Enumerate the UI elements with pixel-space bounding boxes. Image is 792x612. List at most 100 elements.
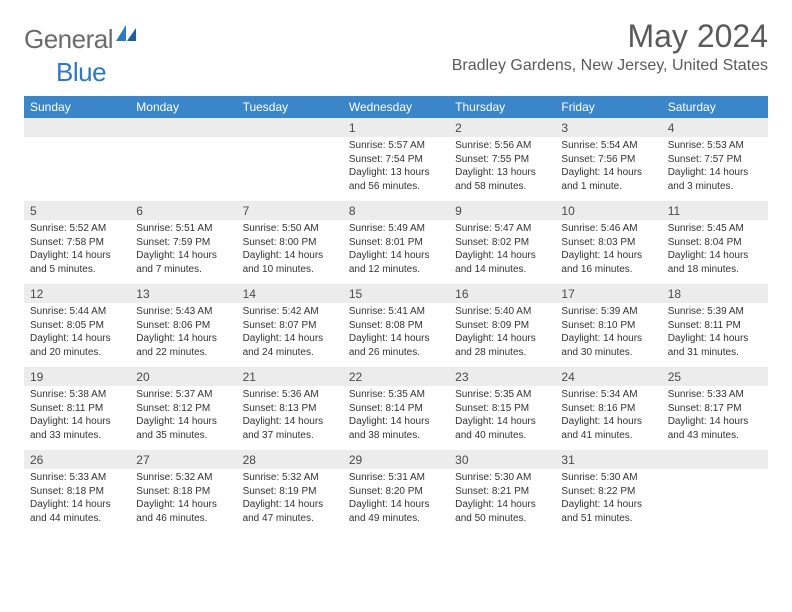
day-of-week-cell: Saturday [662, 96, 768, 118]
day-body-cell: Sunrise: 5:47 AMSunset: 8:02 PMDaylight:… [449, 220, 555, 284]
day-number-cell [130, 118, 236, 137]
day-number-cell: 30 [449, 450, 555, 469]
sunset-line: Sunset: 8:05 PM [30, 319, 124, 333]
daylight-line: Daylight: 14 hours and 1 minute. [561, 166, 655, 193]
day-body-cell: Sunrise: 5:46 AMSunset: 8:03 PMDaylight:… [555, 220, 661, 284]
weeks-container: 1234Sunrise: 5:57 AMSunset: 7:54 PMDayli… [24, 118, 768, 533]
sunset-line: Sunset: 7:59 PM [136, 236, 230, 250]
sunrise-line: Sunrise: 5:41 AM [349, 305, 443, 319]
day-number-cell: 10 [555, 201, 661, 220]
daylight-line: Daylight: 14 hours and 30 minutes. [561, 332, 655, 359]
day-body-cell: Sunrise: 5:40 AMSunset: 8:09 PMDaylight:… [449, 303, 555, 367]
day-number-cell: 13 [130, 284, 236, 303]
week-body-row: Sunrise: 5:44 AMSunset: 8:05 PM Daylight:… [24, 303, 768, 367]
week-daynum-row: 567891011 [24, 201, 768, 220]
week-body-row: Sunrise: 5:52 AMSunset: 7:58 PM Daylight:… [24, 220, 768, 284]
daylight-line: Daylight: 14 hours and 16 minutes. [561, 249, 655, 276]
sunrise-line: Sunrise: 5:31 AM [349, 471, 443, 485]
day-body-cell: Sunrise: 5:42 AMSunset: 8:07 PMDaylight:… [237, 303, 343, 367]
sunrise-line: Sunrise: 5:32 AM [136, 471, 230, 485]
sunrise-line: Sunrise: 5:32 AM [243, 471, 337, 485]
day-body-cell: Sunrise: 5:51 AMSunset: 7:59 PMDaylight:… [130, 220, 236, 284]
day-body-cell: Sunrise: 5:49 AMSunset: 8:01 PMDaylight:… [343, 220, 449, 284]
sunrise-line: Sunrise: 5:34 AM [561, 388, 655, 402]
sunset-line: Sunset: 7:58 PM [30, 236, 124, 250]
day-number-cell: 6 [130, 201, 236, 220]
day-number-cell: 28 [237, 450, 343, 469]
sunset-line: Sunset: 8:01 PM [349, 236, 443, 250]
day-body-cell: Sunrise: 5:30 AMSunset: 8:21 PMDaylight:… [449, 469, 555, 533]
sunrise-line: Sunrise: 5:44 AM [30, 305, 124, 319]
sunrise-line: Sunrise: 5:42 AM [243, 305, 337, 319]
sunset-line: Sunset: 8:20 PM [349, 485, 443, 499]
day-number-cell: 11 [662, 201, 768, 220]
sunset-line: Sunset: 8:00 PM [243, 236, 337, 250]
day-body-cell: Sunrise: 5:54 AMSunset: 7:56 PMDaylight:… [555, 137, 661, 201]
sunset-line: Sunset: 8:12 PM [136, 402, 230, 416]
day-body-cell: Sunrise: 5:41 AMSunset: 8:08 PMDaylight:… [343, 303, 449, 367]
sunset-line: Sunset: 8:14 PM [349, 402, 443, 416]
day-of-week-cell: Sunday [24, 96, 130, 118]
day-number-cell: 5 [24, 201, 130, 220]
day-body-cell: Sunrise: 5:53 AMSunset: 7:57 PMDaylight:… [662, 137, 768, 201]
sunrise-line: Sunrise: 5:56 AM [455, 139, 549, 153]
day-body-cell: Sunrise: 5:52 AMSunset: 7:58 PMDaylight:… [24, 220, 130, 284]
day-body-cell: Sunrise: 5:45 AMSunset: 8:04 PMDaylight:… [662, 220, 768, 284]
day-number-cell: 2 [449, 118, 555, 137]
day-body-cell: Sunrise: 5:38 AMSunset: 8:11 PMDaylight:… [24, 386, 130, 450]
title-block: May 2024 Bradley Gardens, New Jersey, Un… [452, 18, 768, 75]
sunrise-line: Sunrise: 5:38 AM [30, 388, 124, 402]
day-of-week-cell: Wednesday [343, 96, 449, 118]
day-number-cell: 21 [237, 367, 343, 386]
daylight-line: Daylight: 14 hours and 7 minutes. [136, 249, 230, 276]
day-number-cell: 14 [237, 284, 343, 303]
sunset-line: Sunset: 8:08 PM [349, 319, 443, 333]
sunrise-line: Sunrise: 5:35 AM [349, 388, 443, 402]
sunset-line: Sunset: 7:56 PM [561, 153, 655, 167]
day-number-cell: 22 [343, 367, 449, 386]
week-body-row: Sunrise: 5:33 AMSunset: 8:18 PMDaylight:… [24, 469, 768, 533]
sunset-line: Sunset: 8:06 PM [136, 319, 230, 333]
week-daynum-row: 1234 [24, 118, 768, 137]
day-number-cell: 1 [343, 118, 449, 137]
day-number-cell [237, 118, 343, 137]
sunrise-line: Sunrise: 5:36 AM [243, 388, 337, 402]
sunset-line: Sunset: 8:15 PM [455, 402, 549, 416]
week-daynum-row: 12131415161718 [24, 284, 768, 303]
day-body-cell: Sunrise: 5:39 AMSunset: 8:11 PMDaylight:… [662, 303, 768, 367]
sunrise-line: Sunrise: 5:52 AM [30, 222, 124, 236]
sunrise-line: Sunrise: 5:30 AM [455, 471, 549, 485]
sunset-line: Sunset: 8:21 PM [455, 485, 549, 499]
day-number-cell: 23 [449, 367, 555, 386]
sunrise-line: Sunrise: 5:49 AM [349, 222, 443, 236]
daylight-line: Daylight: 14 hours and 31 minutes. [668, 332, 762, 359]
sunset-line: Sunset: 8:16 PM [561, 402, 655, 416]
sunset-line: Sunset: 8:19 PM [243, 485, 337, 499]
daylight-line: Daylight: 14 hours and 41 minutes. [561, 415, 655, 442]
day-number-cell: 25 [662, 367, 768, 386]
day-body-cell: Sunrise: 5:36 AMSunset: 8:13 PMDaylight:… [237, 386, 343, 450]
calendar-grid: SundayMondayTuesdayWednesdayThursdayFrid… [24, 96, 768, 533]
day-number-cell: 4 [662, 118, 768, 137]
daylight-line: Daylight: 14 hours and 47 minutes. [243, 498, 337, 525]
day-body-cell: Sunrise: 5:32 AMSunset: 8:18 PMDaylight:… [130, 469, 236, 533]
day-body-cell: Sunrise: 5:31 AMSunset: 8:20 PMDaylight:… [343, 469, 449, 533]
sunset-line: Sunset: 8:07 PM [243, 319, 337, 333]
day-body-cell: Sunrise: 5:33 AMSunset: 8:18 PMDaylight:… [24, 469, 130, 533]
daylight-line: Daylight: 14 hours and 22 minutes. [136, 332, 230, 359]
day-number-cell: 24 [555, 367, 661, 386]
day-body-cell: Sunrise: 5:50 AMSunset: 8:00 PMDaylight:… [237, 220, 343, 284]
sunrise-line: Sunrise: 5:46 AM [561, 222, 655, 236]
day-number-cell: 7 [237, 201, 343, 220]
day-body-cell: Sunrise: 5:35 AMSunset: 8:14 PMDaylight:… [343, 386, 449, 450]
daylight-line: Daylight: 14 hours and 28 minutes. [455, 332, 549, 359]
day-number-cell: 18 [662, 284, 768, 303]
sunset-line: Sunset: 7:54 PM [349, 153, 443, 167]
daylight-line: Daylight: 14 hours and 10 minutes. [243, 249, 337, 276]
day-of-week-cell: Thursday [449, 96, 555, 118]
sunrise-line: Sunrise: 5:47 AM [455, 222, 549, 236]
daylight-line: Daylight: 14 hours and 14 minutes. [455, 249, 549, 276]
daylight-line: Daylight: 14 hours and 3 minutes. [668, 166, 762, 193]
day-body-cell: Sunrise: 5:32 AMSunset: 8:19 PMDaylight:… [237, 469, 343, 533]
logo: General [24, 24, 138, 55]
